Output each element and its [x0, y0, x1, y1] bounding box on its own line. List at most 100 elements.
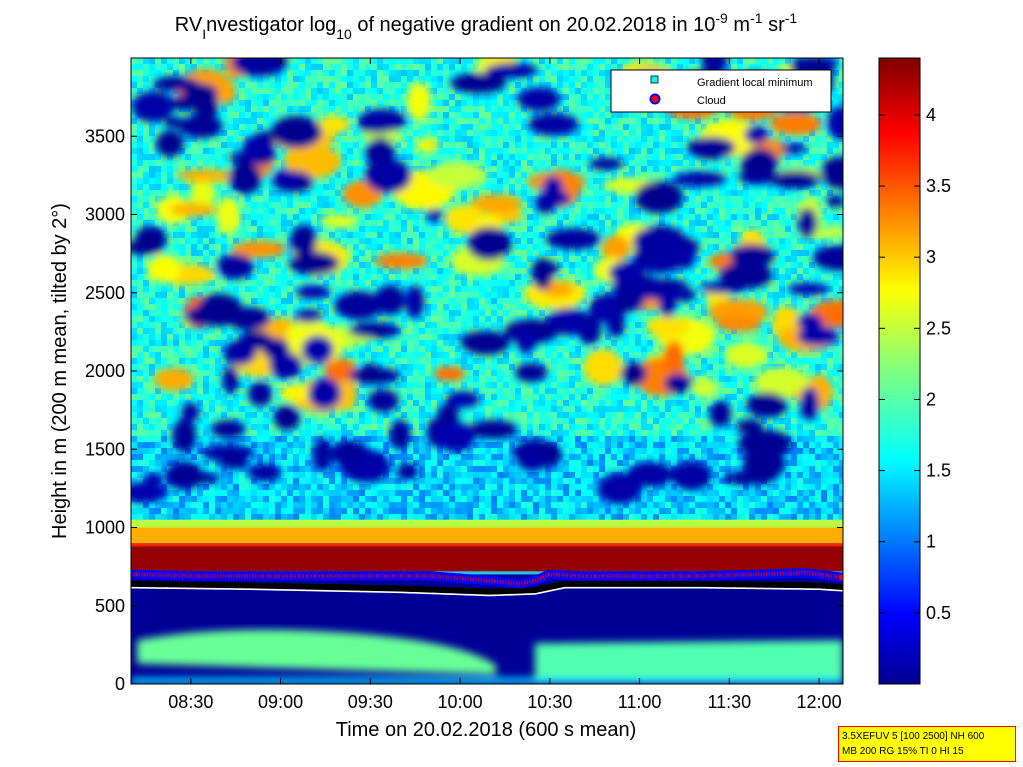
heatmap-cell	[737, 166, 743, 172]
heatmap-cell	[557, 58, 563, 64]
heatmap-cell	[449, 154, 455, 160]
heatmap-cell	[581, 100, 587, 106]
heatmap-cell	[455, 304, 461, 310]
heatmap-cell	[203, 148, 209, 154]
heatmap-cell	[407, 58, 413, 64]
heatmap-cell	[695, 280, 701, 286]
heatmap-cell	[299, 88, 305, 94]
heatmap-cell	[425, 76, 431, 82]
heatmap-cell	[521, 304, 527, 310]
heatmap-cell	[575, 88, 581, 94]
heatmap-cell	[587, 214, 593, 220]
heatmap-cell	[797, 250, 803, 256]
heatmap-cell	[275, 166, 281, 172]
heatmap-cell	[449, 286, 455, 292]
heatmap-cell	[419, 268, 425, 274]
heatmap-cell	[155, 124, 161, 130]
heatmap-cell	[449, 280, 455, 286]
heatmap-cell	[665, 148, 671, 154]
heatmap-cell	[683, 208, 689, 214]
heatmap-cell	[383, 76, 389, 82]
heatmap-cell	[527, 148, 533, 154]
heatmap-cell	[683, 166, 689, 172]
heatmap-cell	[785, 154, 791, 160]
heatmap-cell	[467, 70, 473, 76]
heatmap-cell	[293, 58, 299, 64]
heatmap-cell	[395, 226, 401, 232]
heatmap-cell	[359, 88, 365, 94]
heatmap-cell	[557, 208, 563, 214]
heatmap-cell	[497, 274, 503, 280]
heatmap-cell	[677, 64, 683, 70]
heatmap-cell	[437, 94, 443, 100]
heatmap-cell	[581, 280, 587, 286]
heatmap-cell	[281, 226, 287, 232]
heatmap-cell	[779, 136, 785, 142]
heatmap-cell	[353, 112, 359, 118]
heatmap-cell	[503, 166, 509, 172]
heatmap-cell	[353, 106, 359, 112]
heatmap-cell	[233, 286, 239, 292]
heatmap-cell	[491, 166, 497, 172]
heatmap-cell	[503, 124, 509, 130]
heatmap-cell	[707, 118, 713, 124]
heatmap-cell	[449, 100, 455, 106]
heatmap-cell	[323, 208, 329, 214]
heatmap-cell	[317, 82, 323, 88]
heatmap-cell	[401, 244, 407, 250]
heatmap-cell	[137, 154, 143, 160]
heatmap-cell	[167, 286, 173, 292]
heatmap-cell	[371, 256, 377, 262]
heatmap-cell	[581, 250, 587, 256]
heatmap-cell	[479, 154, 485, 160]
heatmap-cell	[299, 196, 305, 202]
heatmap-cell	[317, 220, 323, 226]
heatmap-cell	[809, 244, 815, 250]
heatmap-cell	[833, 76, 839, 82]
heatmap-cell	[707, 166, 713, 172]
heatmap-cell	[467, 94, 473, 100]
heatmap-cell	[239, 214, 245, 220]
heatmap-cell	[221, 184, 227, 190]
heatmap-cell	[635, 124, 641, 130]
heatmap-cell	[731, 64, 737, 70]
heatmap-cell	[767, 202, 773, 208]
heatmap-cell	[737, 220, 743, 226]
heatmap-cell	[461, 106, 467, 112]
heatmap-cell	[449, 250, 455, 256]
heatmap-cell	[395, 274, 401, 280]
heatmap-cell	[587, 250, 593, 256]
heatmap-cell	[689, 208, 695, 214]
heatmap-cell	[215, 160, 221, 166]
heatmap-cell	[257, 274, 263, 280]
heatmap-cell	[227, 118, 233, 124]
heatmap-cell	[485, 280, 491, 286]
heatmap-cell	[131, 124, 137, 130]
heatmap-cell	[317, 58, 323, 64]
heatmap-cell	[305, 304, 311, 310]
heatmap-cell	[137, 64, 143, 70]
chart-title: RVInvestigator log10 of negative gradien…	[175, 10, 798, 42]
heatmap-cell	[221, 238, 227, 244]
heatmap-cell	[179, 286, 185, 292]
heatmap-cell	[623, 130, 629, 136]
heatmap-cell	[233, 130, 239, 136]
heatmap-cell	[695, 58, 701, 64]
heatmap-cell	[533, 136, 539, 142]
heatmap-cell	[467, 64, 473, 70]
heatmap-cell	[359, 148, 365, 154]
heatmap-cell	[359, 274, 365, 280]
heatmap-cell	[827, 292, 833, 298]
heatmap-cell	[185, 112, 191, 118]
heatmap-cell	[227, 106, 233, 112]
heatmap-cell	[371, 232, 377, 238]
heatmap-cell	[791, 220, 797, 226]
heatmap-cell	[701, 268, 707, 274]
heatmap-cell	[245, 304, 251, 310]
heatmap-cell	[749, 196, 755, 202]
heatmap-cell	[413, 154, 419, 160]
heatmap-cell	[683, 274, 689, 280]
heatmap-cell	[209, 58, 215, 64]
heatmap-cell	[173, 112, 179, 118]
heatmap-cell	[257, 112, 263, 118]
